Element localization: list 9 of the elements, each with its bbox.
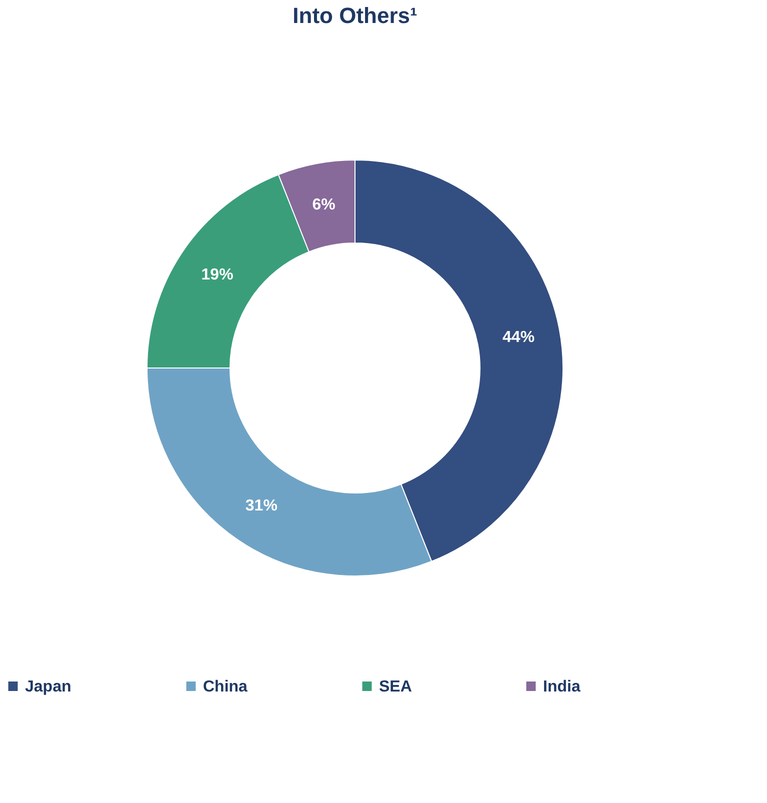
data-label: 44% (502, 328, 535, 346)
data-label: 19% (201, 266, 234, 284)
legend-label: SEA (379, 678, 412, 696)
legend-label: Japan (25, 678, 72, 696)
legend-label: India (543, 678, 580, 696)
data-label: 31% (245, 498, 278, 515)
chart-title: Into Others¹ (292, 3, 418, 28)
data-label: 6% (312, 196, 336, 214)
legend-label: China (203, 678, 248, 696)
